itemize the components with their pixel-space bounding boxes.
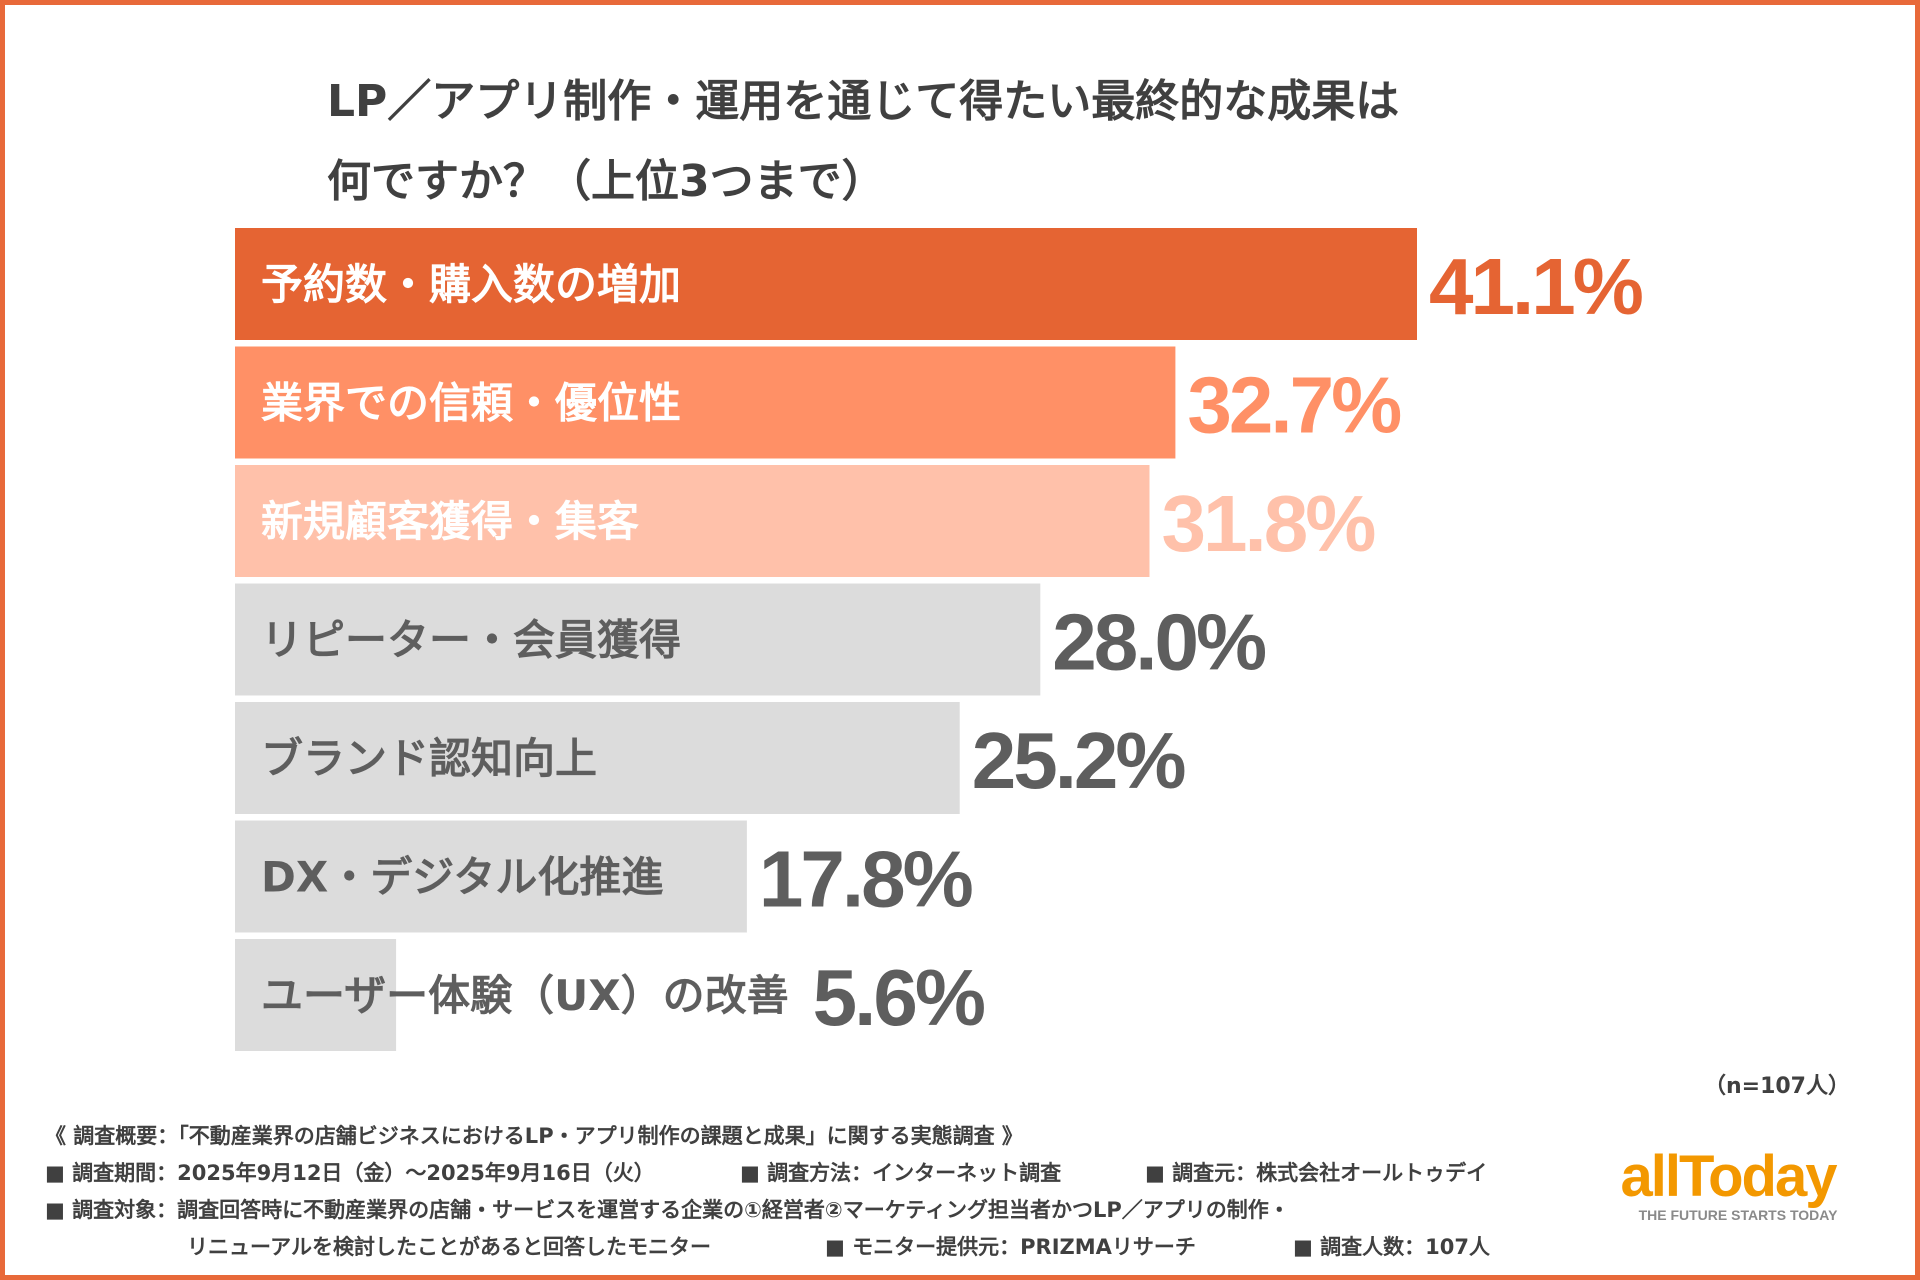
chart-title-line-2: 何ですか？（上位3つまで） (327, 156, 886, 207)
chart-title-line-1: LP／アプリ制作・運用を通じて得たい最終的な成果は (327, 76, 1400, 127)
logo-tagline: THE FUTURE STARTS TODAY (1639, 1207, 1839, 1223)
survey-period: ■ 調査期間：2025年9月12日（金）〜2025年9月16日（火） (45, 1161, 655, 1185)
survey-method: ■ 調査方法：インターネット調査 (740, 1161, 1062, 1185)
bar-3 (235, 465, 1150, 577)
survey-target-continued: リニューアルを検討したことがあると回答したモニター (187, 1235, 711, 1259)
survey-line-4: リニューアルを検討したことがあると回答したモニター ■ モニター提供元：PRIZ… (45, 1229, 1605, 1266)
value-label-4: 28.0% (1052, 598, 1266, 687)
survey-title: 《 調査概要：「不動産業界の店舗ビジネスにおけるLP・アプリ制作の課題と成果」に… (45, 1124, 1023, 1148)
bar-1 (235, 228, 1417, 340)
survey-line-2: ■ 調査期間：2025年9月12日（金）〜2025年9月16日（火） ■ 調査方… (45, 1155, 1605, 1192)
category-label-1: 予約数・購入数の増加 (261, 260, 681, 309)
category-label-4: リピーター・会員獲得 (261, 616, 681, 665)
value-label-7: 5.6% (813, 953, 985, 1042)
survey-line-3: ■ 調査対象：調査回答時に不動産業界の店舗・サービスを運営する企業の①経営者②マ… (45, 1192, 1605, 1229)
category-label-7: ユーザー体験（UX）の改善 (261, 971, 789, 1020)
sample-size-note: （n=107人） (1703, 1074, 1850, 1099)
bar-5 (235, 702, 960, 814)
category-label-3: 新規顧客獲得・集客 (261, 497, 639, 546)
survey-target: ■ 調査対象：調査回答時に不動産業界の店舗・サービスを運営する企業の①経営者②マ… (45, 1198, 1290, 1222)
survey-overview: 《 調査概要：「不動産業界の店舗ビジネスにおけるLP・アプリ制作の課題と成果」に… (45, 1118, 1605, 1266)
survey-count: ■ 調査人数：107人 (1293, 1235, 1490, 1259)
logo-wordmark: allToday (1621, 1148, 1838, 1209)
bar-2 (235, 346, 1176, 459)
category-label-2: 業界での信頼・優位性 (261, 379, 681, 428)
chart-title: LP／アプリ制作・運用を通じて得たい最終的な成果は 何ですか？（上位3つまで） (327, 62, 1627, 222)
bar-7 (235, 939, 397, 1051)
bar-4 (235, 583, 1041, 696)
value-label-2: 32.7% (1187, 361, 1401, 450)
value-label-1: 41.1% (1429, 242, 1643, 331)
survey-provider: ■ モニター提供元：PRIZMAリサーチ (825, 1235, 1196, 1259)
category-label-6: DX・デジタル化推進 (261, 853, 663, 902)
category-label-5: ブランド認知向上 (261, 734, 597, 783)
value-label-5: 25.2% (972, 716, 1186, 805)
value-label-3: 31.8% (1162, 479, 1376, 568)
survey-organization: ■ 調査元：株式会社オールトゥデイ (1145, 1161, 1488, 1185)
bar-6 (235, 820, 747, 933)
alltoday-logo: allToday THE FUTURE STARTS TODAY (1621, 1148, 1840, 1223)
value-label-6: 17.8% (759, 835, 973, 924)
survey-line-1: 《 調査概要：「不動産業界の店舗ビジネスにおけるLP・アプリ制作の課題と成果」に… (45, 1118, 1605, 1155)
